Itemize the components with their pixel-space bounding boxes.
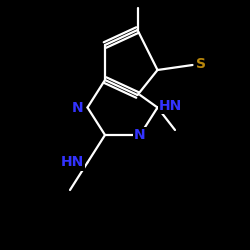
Text: N: N	[72, 100, 84, 114]
Text: HN: HN	[159, 99, 182, 113]
Text: HN: HN	[60, 156, 84, 170]
Text: N: N	[134, 128, 146, 142]
Text: S: S	[196, 57, 206, 71]
